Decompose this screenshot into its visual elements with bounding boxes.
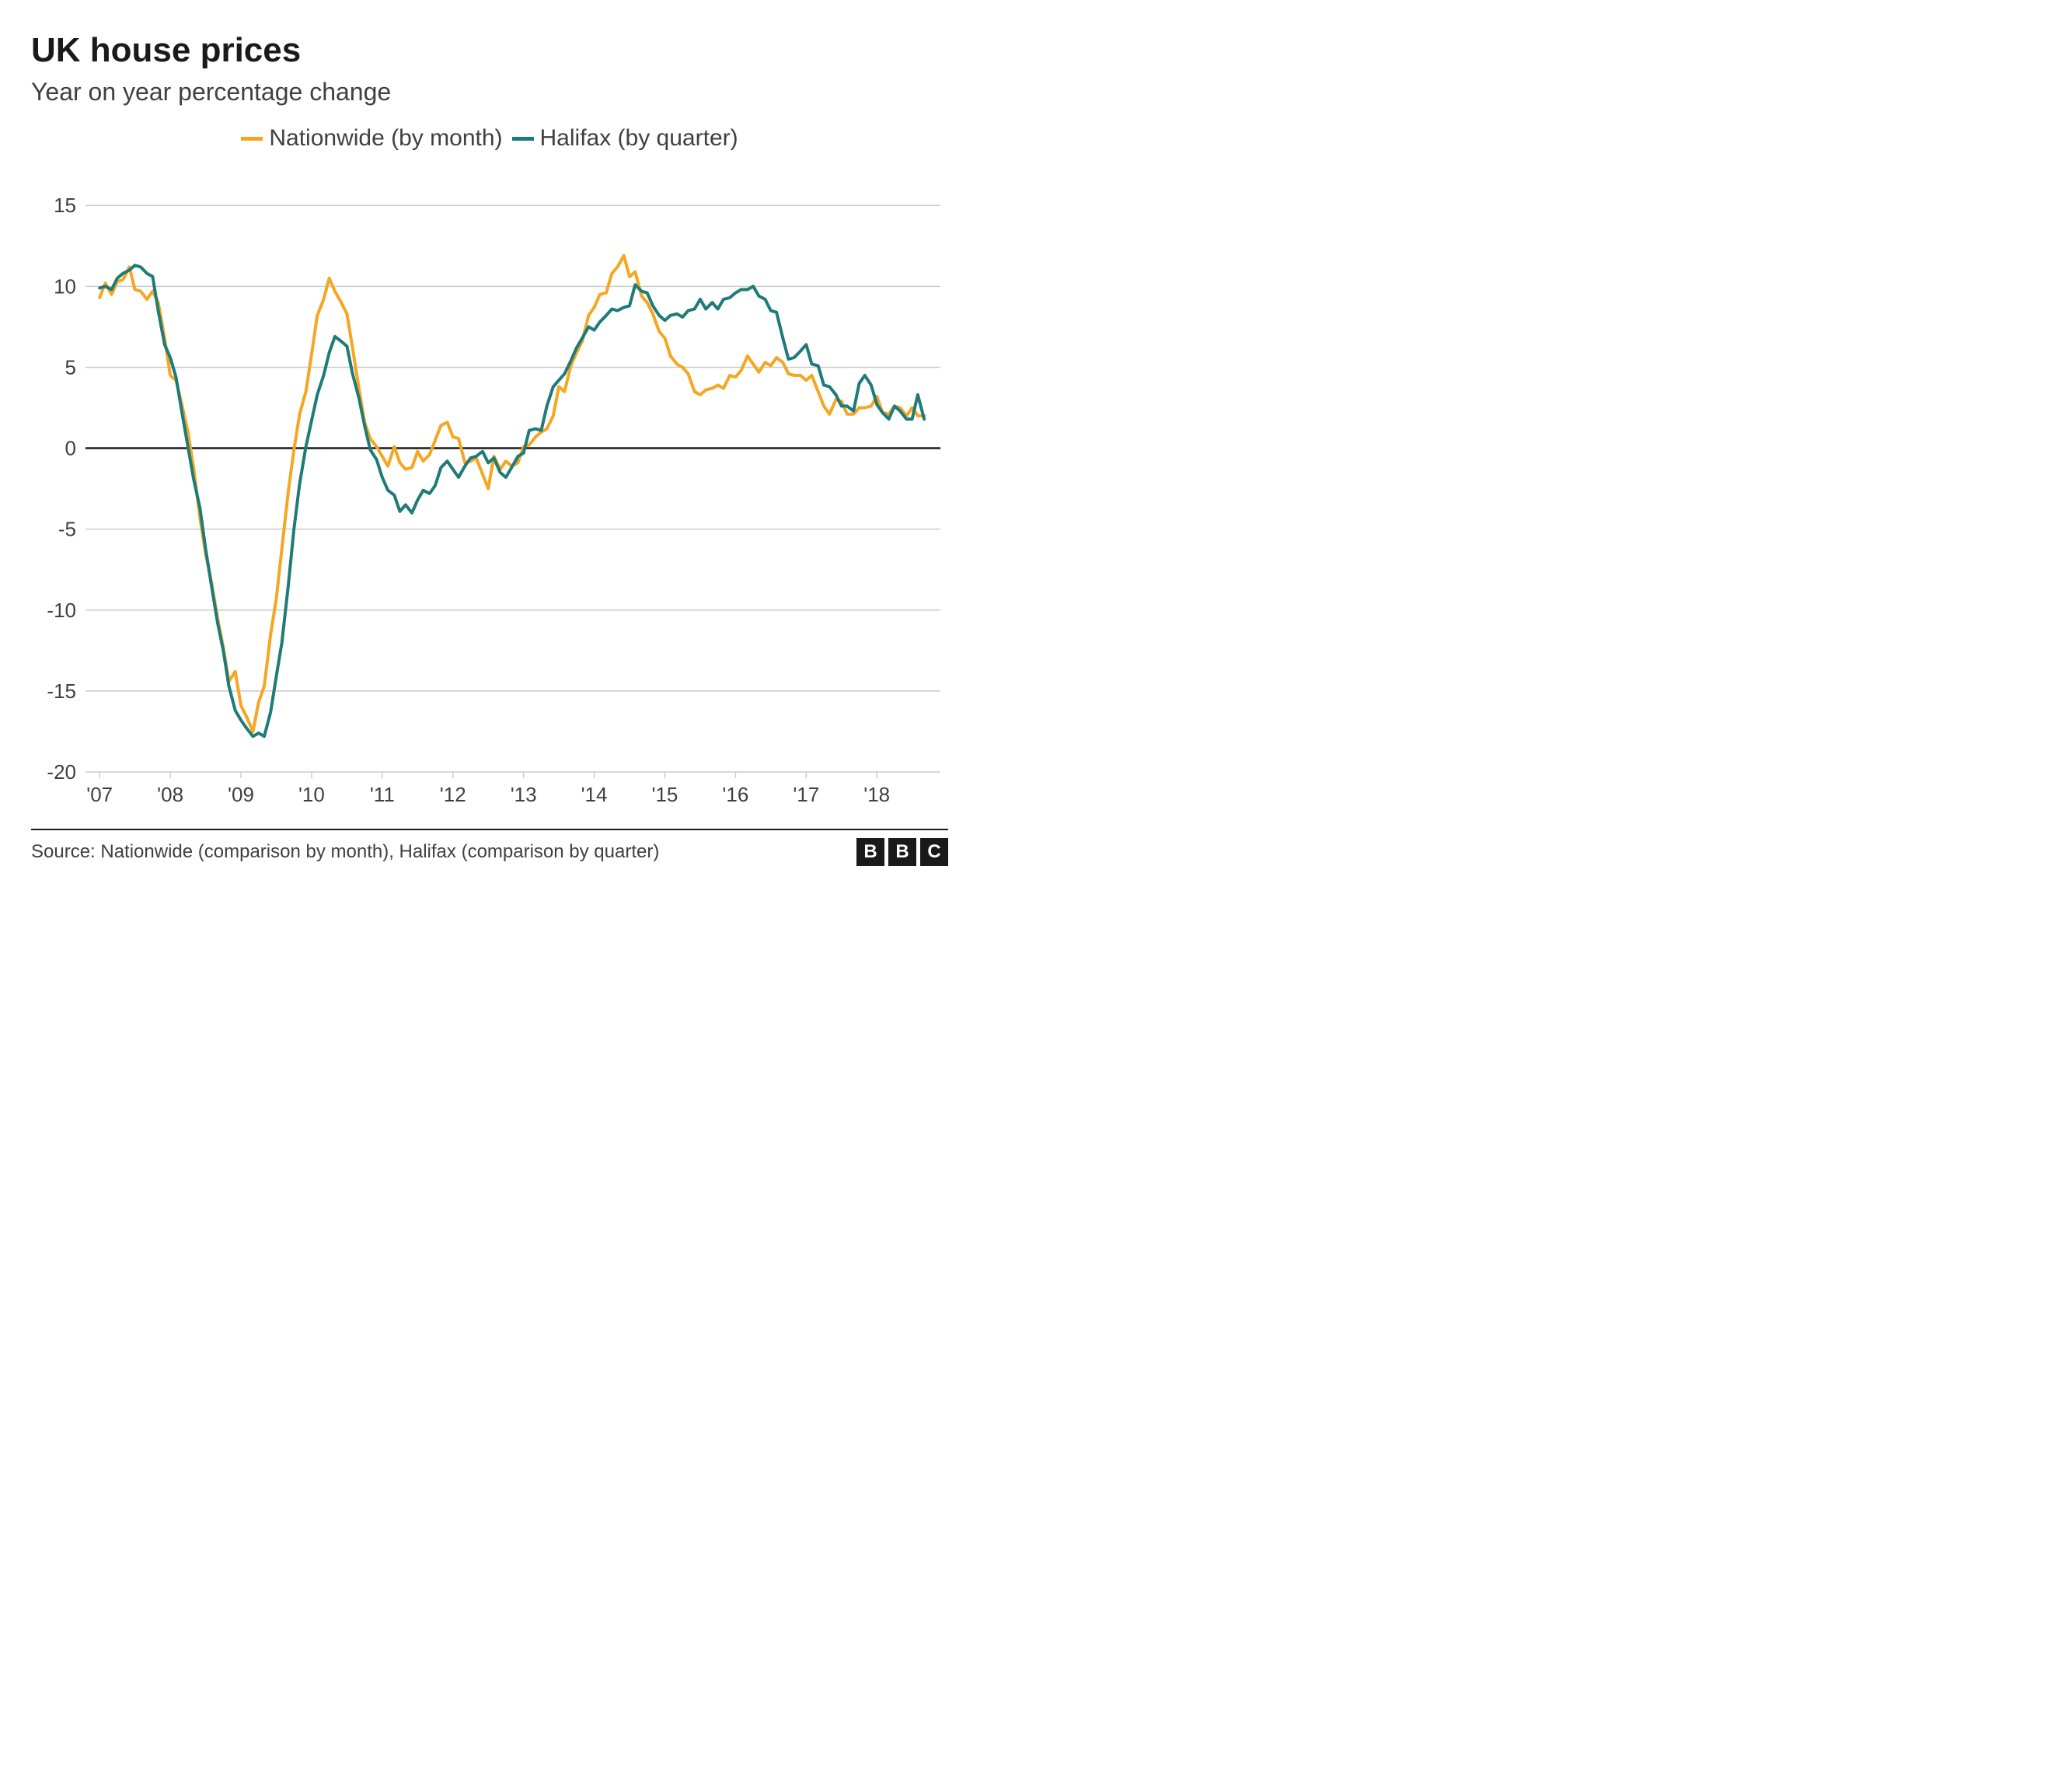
svg-text:-15: -15 [47,679,76,703]
svg-text:-10: -10 [47,599,76,622]
legend-label: Halifax (by quarter) [540,125,738,152]
bbc-logo-box: B [856,838,884,866]
source-text: Source: Nationwide (comparison by month)… [31,841,659,863]
legend: Nationwide (by month) Halifax (by quarte… [31,125,948,152]
legend-item-halifax: Halifax (by quarter) [512,125,738,152]
svg-text:'09: '09 [228,783,254,806]
svg-text:'17: '17 [793,783,819,806]
svg-text:'15: '15 [652,783,678,806]
legend-swatch [241,137,263,141]
svg-text:-20: -20 [47,760,76,784]
bbc-logo-box: B [888,838,916,866]
svg-text:'11: '11 [370,783,395,806]
chart-title: UK house prices [31,31,948,70]
legend-label: Nationwide (by month) [269,125,502,152]
svg-text:'10: '10 [298,783,325,806]
svg-text:15: 15 [54,194,76,217]
legend-swatch [512,137,534,141]
svg-text:10: 10 [54,274,76,298]
svg-text:'08: '08 [157,783,183,806]
bbc-logo-box: C [920,838,948,866]
chart-subtitle: Year on year percentage change [31,78,948,107]
svg-text:'12: '12 [440,783,466,806]
line-chart-svg: -20 -15 -10 -5 0 5 10 15 '07 '08 '09 '10 '11 '12 '13 '1… [31,173,956,819]
bbc-logo: B B C [856,838,948,866]
svg-text:5: 5 [65,355,76,379]
svg-text:-5: -5 [58,518,76,541]
svg-text:'07: '07 [86,783,113,806]
chart-container: UK house prices Year on year percentage … [31,31,948,866]
svg-text:'14: '14 [581,783,608,806]
svg-text:'16: '16 [722,783,748,806]
svg-text:'13: '13 [511,783,537,806]
legend-item-nationwide: Nationwide (by month) [241,125,502,152]
plot-area: -20 -15 -10 -5 0 5 10 15 '07 '08 '09 '10 '11 '12 '13 '1… [31,173,948,822]
svg-text:'18: '18 [863,783,890,806]
chart-footer: Source: Nationwide (comparison by month)… [31,829,948,866]
svg-text:0: 0 [65,437,76,460]
